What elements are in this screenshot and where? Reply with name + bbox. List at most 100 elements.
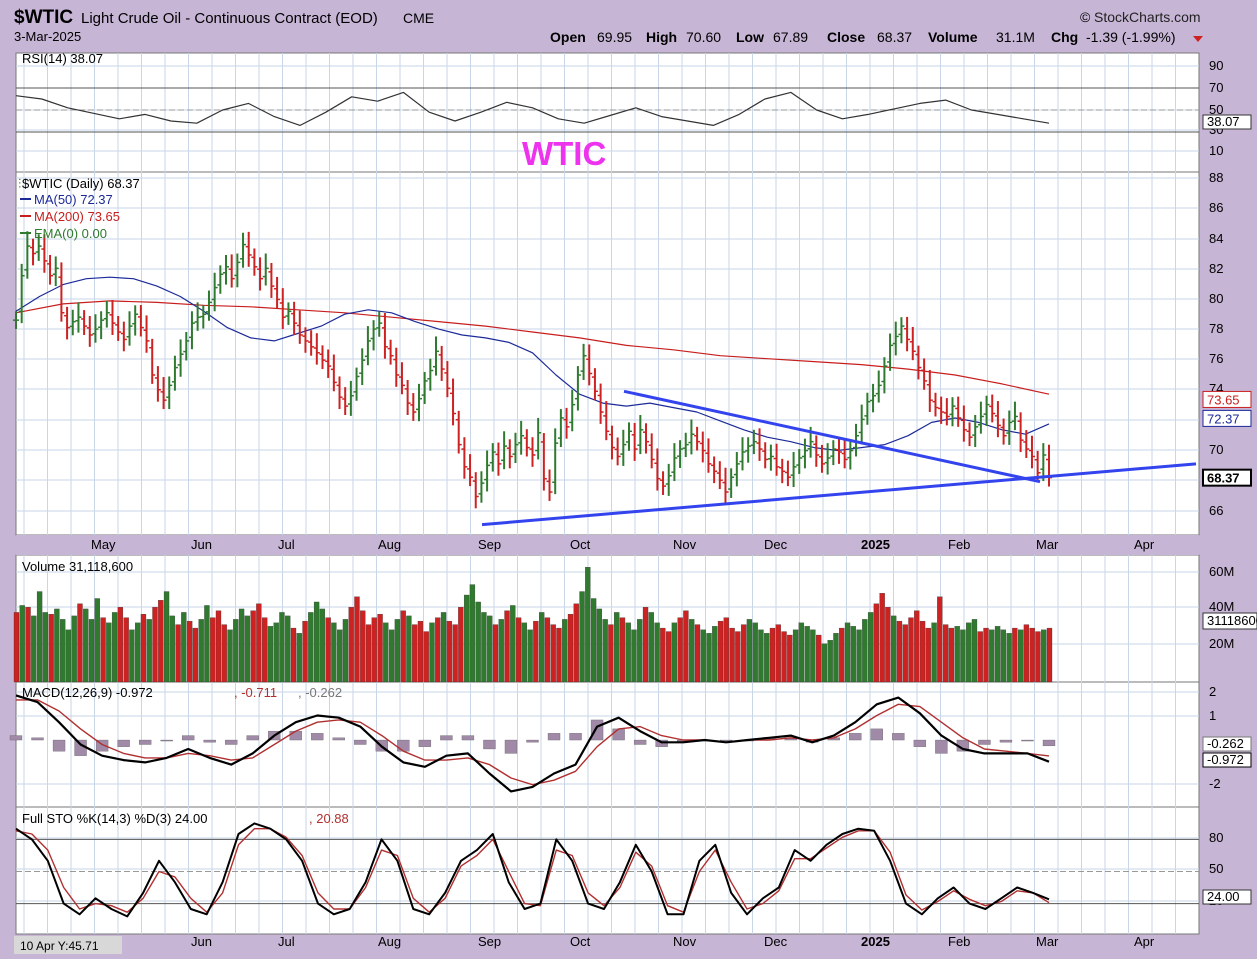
trendline-0 — [481, 462, 1197, 527]
volume-value: 31.1M — [996, 29, 1035, 45]
volume-bar — [446, 620, 452, 683]
month-label: Jun — [191, 537, 212, 552]
macd-histogram-bar — [354, 739, 367, 745]
volume-bar — [579, 591, 585, 683]
volume-bar — [504, 610, 510, 683]
volume-bar — [648, 612, 654, 683]
ma200-legend: MA(200) 73.65 — [34, 209, 120, 224]
volume-bar — [342, 619, 349, 683]
macd-histogram-bar — [182, 735, 195, 741]
volume-bar — [365, 624, 372, 683]
open-label: Open — [550, 29, 586, 45]
price-tick-label: 70 — [1209, 442, 1223, 457]
volume-bar — [787, 634, 793, 683]
macd-histogram-bar — [1042, 739, 1056, 747]
close-value: 68.37 — [877, 29, 912, 45]
volume-bar — [13, 612, 20, 683]
month-label-bottom: Sep — [478, 934, 501, 949]
volume-bar — [608, 624, 614, 683]
volume-bar — [983, 627, 989, 683]
brand: StockCharts.com — [1094, 9, 1201, 25]
month-label-bottom: Dec — [764, 934, 788, 949]
volume-bar — [602, 619, 608, 683]
volume-bar — [781, 631, 787, 683]
volume-bar — [129, 629, 135, 683]
sto-last-label: 24.00 — [1207, 889, 1240, 904]
volume-bar — [469, 584, 476, 683]
volume-bar — [614, 612, 620, 683]
sto-last-box — [1202, 889, 1252, 905]
volume-bar — [810, 629, 816, 683]
macd-histogram-bar — [569, 733, 582, 741]
volume-bar — [706, 633, 712, 683]
volume-bar — [152, 607, 158, 683]
price-tick-label: 78 — [1209, 321, 1223, 336]
volume-bar — [735, 631, 741, 683]
volume-bar — [48, 614, 54, 683]
macd-histogram-bar — [332, 737, 345, 741]
volume-bar — [919, 620, 926, 683]
volume-bar — [989, 629, 995, 683]
volume-bar — [879, 593, 885, 683]
volume-bar — [712, 626, 718, 683]
volume-bar — [111, 612, 118, 683]
volume-bar — [452, 624, 458, 683]
macd-histogram-bar — [95, 739, 109, 752]
volume-bar — [337, 629, 343, 683]
volume-bar — [388, 629, 395, 683]
price-last-label: 68.37 — [1207, 471, 1240, 486]
volume-bar — [302, 620, 308, 683]
month-label: Mar — [1036, 537, 1059, 552]
volume-bar — [417, 620, 424, 683]
volume-bar — [256, 603, 262, 683]
volume-bar — [481, 612, 487, 683]
panel-1 — [15, 171, 1200, 536]
volume-bar — [210, 617, 216, 683]
volume-bar — [637, 619, 643, 683]
ma200-line — [15, 300, 1050, 395]
macd-histogram-bar — [52, 739, 66, 752]
macd-last-label: -0.262 — [1207, 736, 1244, 751]
volume-bar — [88, 619, 95, 683]
volume-bar — [567, 614, 574, 683]
exchange: CME — [403, 10, 434, 26]
macd-histogram-bar — [440, 735, 453, 741]
volume-bar — [844, 622, 851, 683]
macd-histogram-bar — [612, 728, 625, 741]
volume-bar — [839, 627, 845, 683]
month-label: Feb — [948, 537, 970, 552]
macd-histogram-bar — [526, 739, 539, 743]
volume-bar — [117, 607, 124, 683]
month-label-bottom: Apr — [1134, 934, 1155, 949]
rsi-tick-label: 90 — [1209, 58, 1223, 73]
volume-bar — [71, 615, 77, 683]
volume-bar — [383, 622, 389, 683]
price-legend: $WTIC (Daily) 68.37 — [22, 176, 140, 191]
volume-bar — [590, 598, 597, 683]
volume-bar — [423, 631, 429, 683]
volume-bar — [377, 614, 383, 683]
volume-bar — [891, 615, 897, 683]
volume-bar — [192, 627, 199, 683]
month-label-bottom: Jun — [191, 934, 212, 949]
volume-bar — [994, 626, 1001, 683]
macd-histogram-bar — [418, 739, 432, 747]
volume-bar — [1046, 627, 1053, 683]
cursor-readout: 10 Apr Y:45.71 — [20, 939, 99, 953]
volume-bar — [671, 622, 678, 683]
price-tick-label: 76 — [1209, 351, 1223, 366]
volume-bar — [539, 612, 545, 683]
ema-legend: EMA(0) 0.00 — [34, 226, 107, 241]
volume-bar — [654, 622, 660, 683]
volume-bar — [60, 619, 66, 683]
macd-histogram-bar — [978, 739, 991, 745]
volume-bar — [42, 612, 49, 683]
volume-bar — [36, 591, 43, 683]
volume-bar — [221, 624, 227, 683]
volume-bar — [544, 617, 551, 683]
price-tick-label: 88 — [1209, 170, 1223, 185]
month-label: Nov — [673, 537, 697, 552]
volume-bar — [198, 619, 204, 683]
volume-bar — [412, 624, 418, 683]
volume-bar — [31, 615, 37, 683]
